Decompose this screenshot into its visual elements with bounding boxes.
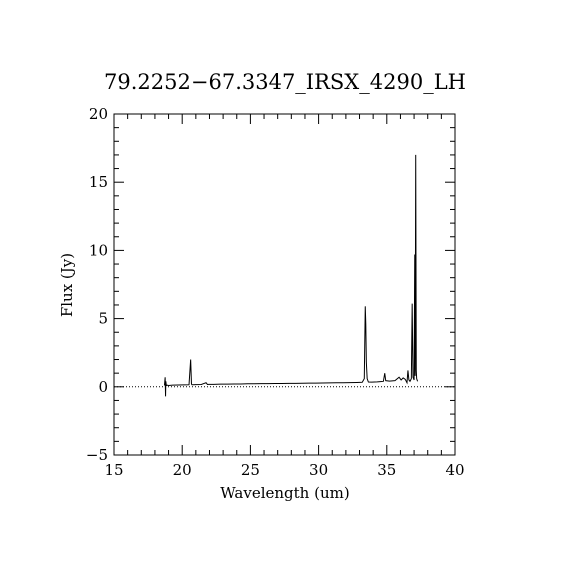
y-tick-label: 0 xyxy=(98,378,108,396)
y-tick-label: 15 xyxy=(89,173,108,191)
x-tick-label: 20 xyxy=(173,461,192,479)
x-tick-label: 40 xyxy=(445,461,464,479)
plot-frame xyxy=(113,113,456,456)
x-tick-label: 35 xyxy=(377,461,396,479)
axis-ticks xyxy=(113,113,456,456)
x-axis-label: Wavelength (um) xyxy=(220,484,349,502)
x-tick-label: 30 xyxy=(309,461,328,479)
x-tick-label: 15 xyxy=(104,461,123,479)
series-line-0 xyxy=(163,154,419,397)
chart-title: 79.2252−67.3347_IRSX_4290_LH xyxy=(104,70,466,94)
y-tick-label: 10 xyxy=(89,241,108,259)
y-tick-label: −5 xyxy=(86,446,108,464)
y-axis-label: Flux (Jy) xyxy=(58,253,76,317)
tick-labels: 15 20 25 30 35 40 −5 0 5 10 15 20 xyxy=(86,105,465,479)
y-tick-label: 5 xyxy=(98,310,108,328)
plot-area xyxy=(113,113,456,456)
x-tick-label: 25 xyxy=(241,461,260,479)
y-tick-label: 20 xyxy=(89,105,108,123)
